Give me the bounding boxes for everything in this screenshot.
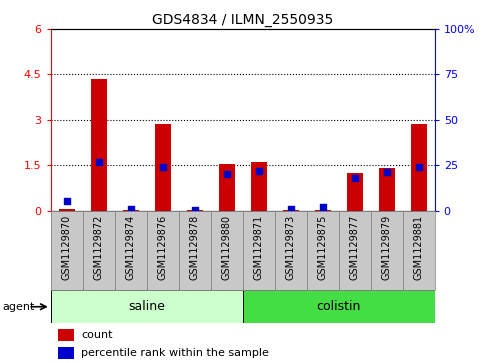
Text: saline: saline — [128, 300, 165, 313]
Text: GSM1129880: GSM1129880 — [222, 215, 232, 280]
Bar — [59, 209, 75, 211]
Point — [287, 206, 295, 212]
Text: GSM1129874: GSM1129874 — [126, 215, 136, 280]
Point — [191, 207, 199, 212]
Bar — [155, 124, 170, 211]
Text: count: count — [82, 330, 113, 340]
Point — [127, 206, 135, 212]
Bar — [115, 211, 147, 290]
Bar — [58, 329, 74, 341]
Bar — [219, 164, 235, 211]
Point — [159, 164, 167, 170]
Bar — [51, 211, 83, 290]
Text: GSM1129871: GSM1129871 — [254, 215, 264, 280]
Bar — [339, 211, 371, 290]
Bar — [147, 211, 179, 290]
Point — [95, 159, 102, 164]
Text: GSM1129872: GSM1129872 — [94, 215, 104, 280]
Bar — [211, 211, 242, 290]
Text: GSM1129881: GSM1129881 — [414, 215, 424, 280]
Bar — [283, 210, 298, 211]
Bar — [347, 173, 363, 211]
Text: agent: agent — [3, 302, 35, 312]
Point — [351, 175, 358, 181]
Bar — [379, 168, 395, 211]
Bar — [83, 211, 115, 290]
Bar — [403, 211, 435, 290]
Bar — [251, 162, 267, 211]
Bar — [91, 79, 107, 211]
Point — [415, 164, 423, 170]
Point — [383, 170, 391, 175]
Text: GSM1129870: GSM1129870 — [62, 215, 71, 280]
Bar — [51, 290, 242, 323]
Point — [255, 168, 263, 174]
Bar — [275, 211, 307, 290]
Bar — [58, 347, 74, 359]
Text: colistin: colistin — [316, 300, 361, 313]
Bar — [243, 290, 435, 323]
Bar — [187, 210, 203, 211]
Point — [319, 204, 327, 210]
Point — [223, 171, 230, 177]
Text: GSM1129876: GSM1129876 — [158, 215, 168, 280]
Text: GSM1129878: GSM1129878 — [190, 215, 199, 280]
Text: GSM1129879: GSM1129879 — [382, 215, 392, 280]
Text: GSM1129873: GSM1129873 — [286, 215, 296, 280]
Bar — [179, 211, 211, 290]
Bar — [243, 211, 275, 290]
Bar — [315, 210, 331, 211]
Title: GDS4834 / ILMN_2550935: GDS4834 / ILMN_2550935 — [152, 13, 333, 26]
Text: GSM1129877: GSM1129877 — [350, 215, 360, 280]
Point — [63, 199, 71, 204]
Bar — [411, 124, 426, 211]
Text: GSM1129875: GSM1129875 — [318, 215, 327, 280]
Bar — [123, 210, 139, 211]
Bar — [371, 211, 403, 290]
Text: percentile rank within the sample: percentile rank within the sample — [82, 348, 270, 358]
Bar — [307, 211, 339, 290]
